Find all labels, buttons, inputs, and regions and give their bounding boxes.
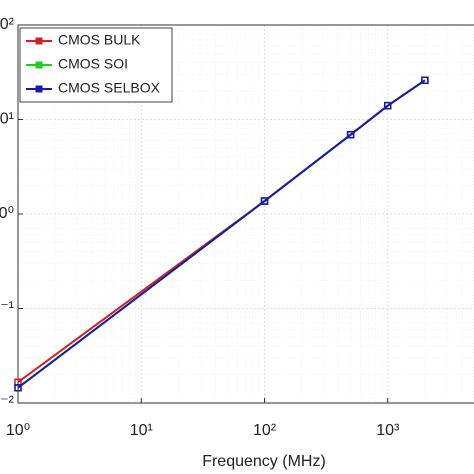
marker [14,384,22,392]
legend-marker [35,61,43,69]
y-tick-label: 10² [0,16,15,33]
x-tick-label: 10³ [376,422,400,439]
marker [421,76,429,85]
y-tick-label: 10⁰ [0,205,14,222]
x-tick-label: 10⁰ [6,422,30,439]
y-tick-label: 10⁻² [0,394,15,411]
plot-frame [17,24,474,404]
legend-marker [35,37,43,45]
marker [346,130,355,139]
series-line [17,79,426,389]
marker [260,197,269,205]
legend: CMOS BULK CMOS SOI CMOS SELBOX [19,27,173,103]
x-axis-label: Frequency (MHz) [202,453,326,470]
y-tick-label: 10⁻¹ [0,300,14,317]
marker [384,101,392,110]
legend-label: CMOS SOI [58,56,128,72]
legend-label: CMOS SELBOX [58,80,161,96]
y-tick-label: 10¹ [0,111,14,128]
x-tick-label: 10¹ [130,422,153,439]
legend-marker [35,85,43,93]
legend-label: CMOS BULK [58,32,141,48]
x-tick-label: 10² [253,422,277,439]
